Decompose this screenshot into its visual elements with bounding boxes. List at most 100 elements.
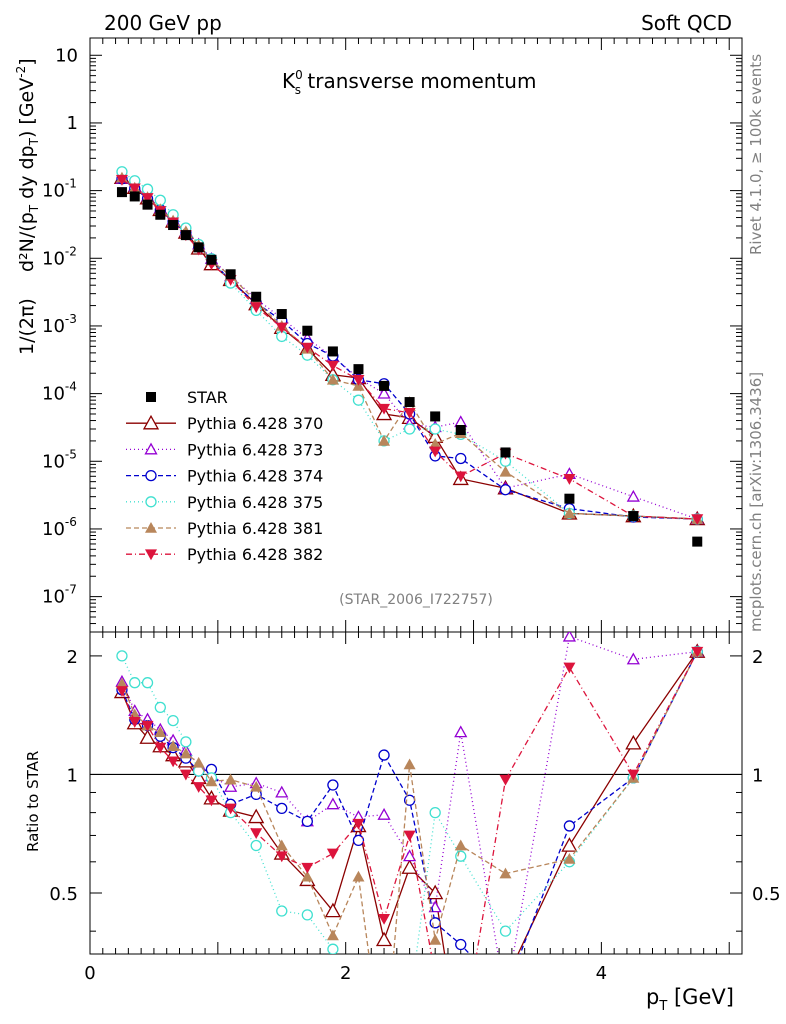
ratio-point — [116, 650, 128, 662]
data-point — [206, 254, 217, 265]
ratio-point — [563, 820, 576, 832]
data-point — [499, 465, 512, 477]
ratio-y-tick-label-right: 2 — [752, 647, 763, 668]
ratio-point — [180, 736, 192, 748]
ratio-point — [327, 779, 339, 791]
ratio-point — [429, 933, 442, 945]
data-point — [142, 199, 153, 210]
data-point — [128, 183, 141, 195]
legend-label: Pythia 6.428 373 — [187, 440, 323, 459]
series-0 — [116, 187, 703, 547]
data-point — [429, 423, 441, 435]
y-tick-label: 10-4 — [42, 380, 77, 405]
data-point — [352, 375, 365, 386]
ratio-point — [455, 938, 467, 951]
data-point — [379, 380, 390, 391]
data-point — [353, 364, 364, 375]
ratio-point — [352, 834, 365, 847]
ratio-point — [563, 852, 576, 864]
ratio-point — [499, 774, 512, 786]
legend-marker — [145, 522, 157, 533]
data-point — [692, 536, 703, 547]
legend-marker — [145, 549, 157, 561]
main-plot-frame — [89, 37, 743, 633]
ratio-point — [167, 714, 179, 727]
ratio-point — [115, 686, 128, 697]
ratio-series-line — [121, 651, 698, 954]
energy-label: 200 GeV pp — [104, 11, 222, 35]
data-point — [276, 309, 287, 320]
data-point — [626, 489, 640, 502]
data-point — [377, 386, 391, 399]
ratio-point — [301, 870, 314, 882]
ratio-point — [250, 780, 263, 792]
ratio-point — [561, 837, 578, 852]
data-point — [378, 403, 391, 415]
data-point — [302, 325, 313, 336]
data-point — [691, 514, 704, 526]
legend-marker — [145, 496, 157, 508]
data-point — [404, 397, 415, 408]
ratio-point — [454, 839, 467, 851]
x-axis-label: pT [GeV] — [646, 985, 734, 1014]
legend-marker — [142, 414, 160, 430]
ratio-point — [627, 769, 640, 781]
ratio-point — [224, 780, 238, 792]
ratio-point — [691, 646, 704, 658]
ratio-point — [499, 867, 512, 879]
legend-label: STAR — [187, 388, 228, 407]
x-tick-label: 4 — [596, 963, 607, 984]
analysis-id: (STAR_2006_I722757) — [339, 592, 493, 608]
y-tick-label: 1 — [67, 113, 78, 134]
legend-entry: Pythia 6.428 374 — [126, 467, 323, 486]
data-point — [454, 415, 468, 428]
ratio-point — [154, 701, 166, 714]
ratio-point — [377, 807, 391, 820]
ratio-axis-label: Ratio to STAR — [24, 751, 42, 852]
ratio-point — [275, 851, 288, 863]
y-tick-label: 10-3 — [42, 312, 77, 337]
ratio-point — [378, 913, 391, 925]
ratio-y-tick-label: 0.5 — [49, 884, 78, 905]
ratio-y-tick-label-right: 0.5 — [752, 884, 781, 905]
ratio-point — [154, 726, 167, 738]
legend-entry: STAR — [146, 388, 228, 407]
ratio-point — [301, 815, 313, 828]
data-point — [141, 193, 154, 204]
y-tick-label: 10-1 — [42, 177, 77, 202]
ratio-series-line — [121, 651, 698, 954]
data-point — [430, 411, 441, 422]
ratio-point — [326, 797, 340, 810]
ratio-point — [128, 717, 141, 728]
data-point — [129, 191, 140, 202]
ratio-point — [301, 862, 314, 874]
data-point — [225, 269, 236, 280]
ratio-point — [326, 848, 339, 860]
data-point — [455, 424, 466, 435]
data-point — [564, 493, 575, 504]
ratio-point — [192, 756, 205, 768]
ratio-point — [248, 808, 265, 824]
data-point — [455, 452, 467, 465]
legend-entry: Pythia 6.428 382 — [126, 545, 323, 564]
ratio-y-tick-label-right: 1 — [752, 765, 763, 786]
ratio-point — [179, 769, 192, 781]
legend-label: Pythia 6.428 381 — [187, 519, 323, 538]
legend-label: Pythia 6.428 374 — [187, 467, 323, 486]
legend-label: Pythia 6.428 382 — [187, 545, 323, 564]
series-line — [121, 179, 698, 520]
ratio-point — [403, 758, 416, 770]
legend-entry: Pythia 6.428 375 — [126, 493, 323, 512]
mcplots-label: mcplots.cern.ch [arXiv:1306.3436] — [747, 372, 765, 632]
ratio-point — [250, 828, 263, 840]
ratio-point — [224, 803, 237, 815]
ratio-point — [129, 677, 141, 689]
ratio-point — [167, 740, 180, 751]
ratio-plot-frame — [89, 631, 743, 955]
ratio-point — [205, 795, 218, 807]
data-point — [275, 322, 288, 334]
y-tick-label: 10-5 — [42, 447, 77, 472]
ratio-point — [139, 729, 156, 744]
ratio-point — [141, 677, 154, 689]
